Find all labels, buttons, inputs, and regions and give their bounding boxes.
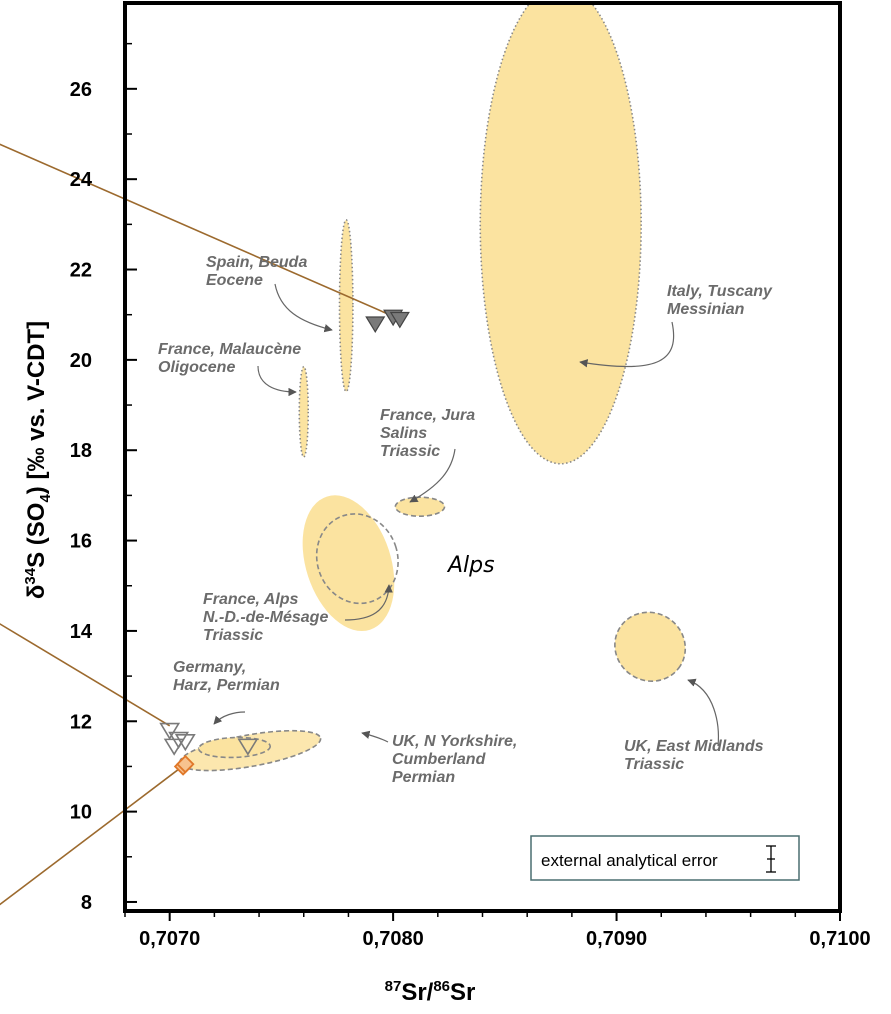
region-france-jura-salins-triassic (394, 496, 446, 517)
y-tick-label: 22 (70, 260, 92, 282)
label-uk-n-yorkshire-cumberland-permian: UK, N Yorkshire, Cumberland Permian (392, 733, 517, 786)
x-axis-title: 87Sr/86Sr (385, 978, 476, 1006)
annotation-arrow (213, 711, 246, 725)
x-tick-label: 0,7090 (586, 928, 647, 950)
region-germany-harz-permian (197, 736, 272, 759)
annotation-arrow (409, 448, 456, 503)
region-france-malauc-ne-oligocene (298, 365, 310, 458)
legend: external analytical error (530, 835, 800, 881)
axis-ticks: 8 10 12 14 16 18 20 22 24 26 0,7070 0,7080 0,7090 0,7… (70, 42, 871, 950)
y-tick-label: 8 (81, 892, 92, 914)
y-tick-label: 24 (70, 169, 93, 191)
plot-frame (123, 1, 842, 913)
region-spain-beuda-eocene (338, 219, 354, 393)
leader-lines (0, 143, 719, 906)
y-axis-title: δ34S (SO4) [‰ vs. V-CDT] (22, 321, 54, 599)
y-tick-label: 14 (70, 621, 93, 643)
y-tick-label: 26 (70, 79, 92, 101)
legend-box (530, 835, 800, 881)
leader-line (0, 143, 401, 320)
annotation-arrow (579, 321, 675, 368)
marker-filled-triangle (365, 316, 386, 333)
region-france-alps-n-d-de-m-sage-triassic-inner (315, 513, 399, 605)
error-bar-icon (766, 845, 776, 873)
label-france-malauc-ne-oligocene: France, Malaucène Oligocene (158, 341, 301, 376)
marker-open-triangle (163, 738, 185, 756)
region-shapes (178, 3, 687, 772)
x-tick-label: 0,7100 (809, 928, 870, 950)
label-france-alps-n-d-de-m-sage-triassic: France, Alps N.-D.-de-Mésage Triassic (203, 591, 328, 644)
y-tick-label: 20 (70, 350, 92, 372)
annotation-arrow (344, 584, 393, 621)
annotation-arrow (257, 365, 297, 397)
label-germany-harz-permian: Germany, Harz, Permian (173, 659, 280, 694)
label-uk-east-midlands-triassic: UK, East Midlands Triassic (624, 738, 764, 773)
region-italy-tuscany-messinian (479, 3, 642, 465)
marker-open-triangle (237, 738, 259, 756)
y-tick-label: 10 (70, 802, 92, 824)
data-markers (159, 309, 410, 776)
y-tick-label: 12 (70, 711, 92, 733)
marker-orange-diamond (176, 754, 195, 774)
region-labels: Italy, Tuscany Messinian Spain, Beuda Eocen… (158, 254, 773, 786)
marker-filled-triangle (389, 311, 410, 329)
label-italy-tuscany-messinian: Italy, Tuscany Messinian (667, 283, 773, 318)
x-tick-label: 0,7080 (363, 928, 424, 950)
label-france-jura-salins-triassic: France, Jura Salins Triassic (380, 407, 475, 460)
annotation-arrow (687, 678, 719, 747)
leader-line (0, 623, 171, 727)
marker-open-triangle (159, 722, 181, 740)
label-spain-beuda-eocene: Spain, Beuda Eocene (206, 254, 307, 289)
region-uk-east-midlands-triassic (614, 611, 687, 682)
y-tick-label: 18 (70, 440, 92, 462)
legend-label: external analytical error (541, 851, 718, 870)
annotation-arrow (274, 283, 333, 333)
annotation-arrow (361, 730, 389, 743)
alps-label: Alps (446, 553, 495, 578)
leader-line (0, 763, 186, 906)
y-tick-label: 16 (70, 531, 92, 553)
x-tick-label: 0,7070 (139, 928, 200, 950)
